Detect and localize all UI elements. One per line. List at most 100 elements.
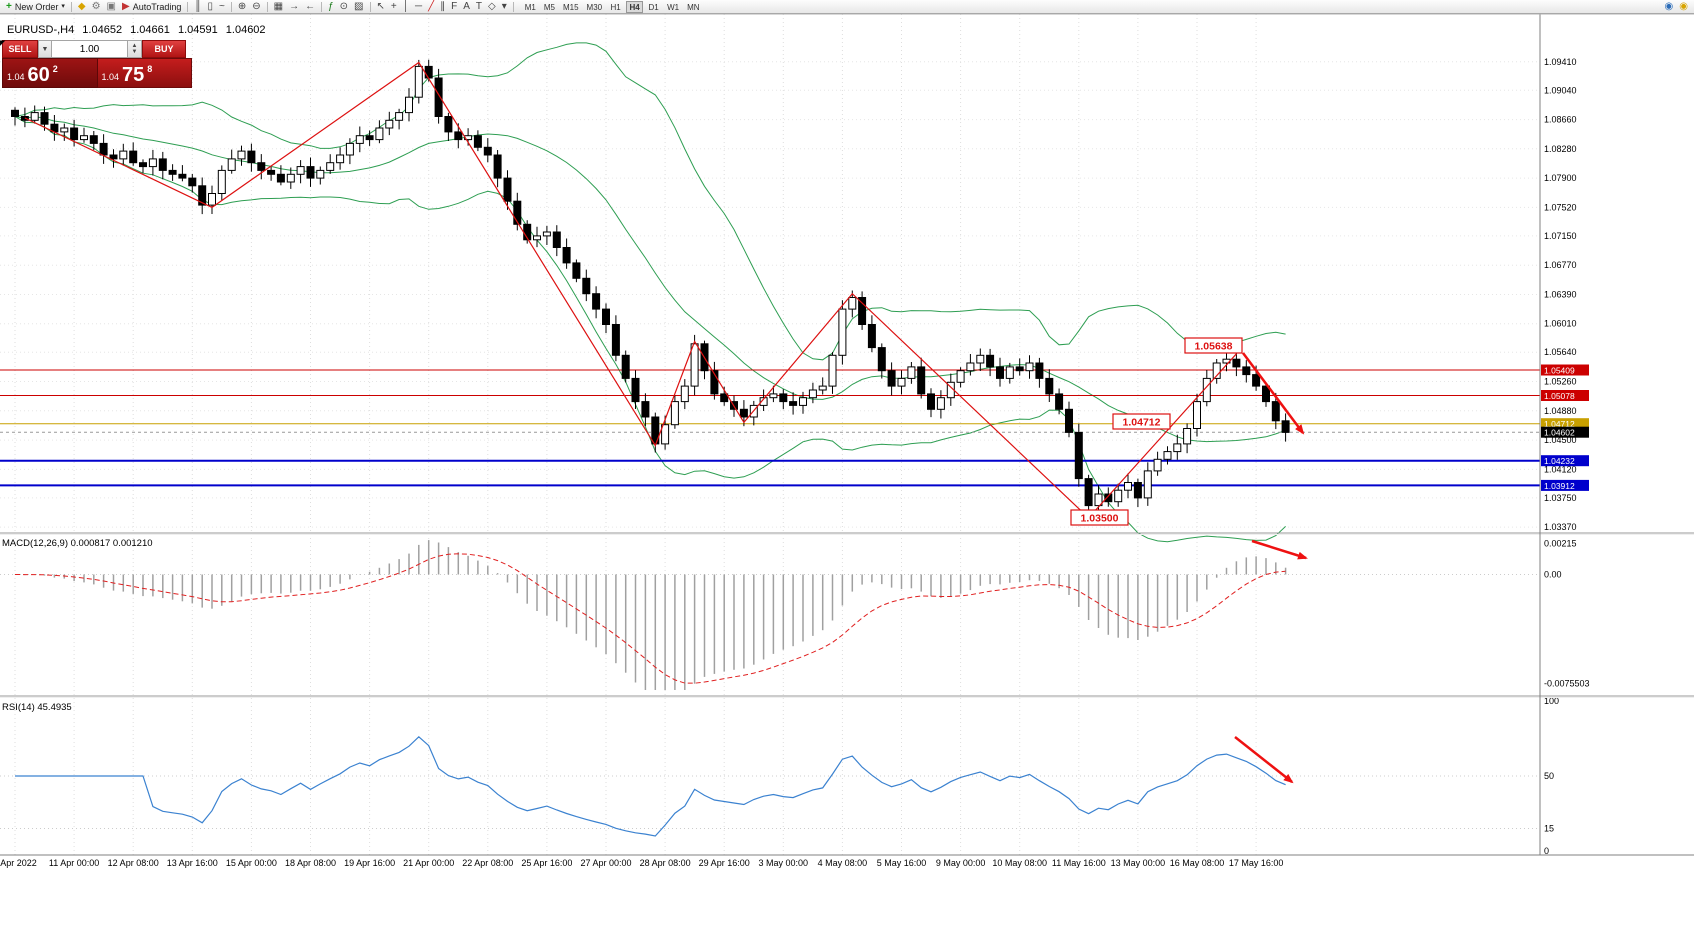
price-annotation[interactable]: 1.03500 <box>1070 509 1129 526</box>
text-icon-button[interactable]: A <box>460 0 473 13</box>
horizontal-level-lines[interactable] <box>0 369 1540 487</box>
metaeditor-icon-button[interactable]: ◆ <box>75 0 89 13</box>
price-axis-label: 1.07520 <box>1544 202 1577 212</box>
time-axis-label: 21 Apr 00:00 <box>403 858 454 868</box>
templates-icon-button[interactable]: ▨ <box>351 0 366 13</box>
fibonacci-icon: F <box>451 0 458 12</box>
timeframe-m1-button[interactable]: M1 <box>524 2 536 12</box>
zoom-out-icon-button[interactable]: ⊖ <box>249 0 263 13</box>
price-annotation[interactable]: 1.05638 <box>1184 337 1243 354</box>
close-value: 1.04602 <box>225 24 266 36</box>
price-axis-label: 1.05260 <box>1544 377 1577 387</box>
price-axis-label: 1.06390 <box>1544 290 1577 300</box>
search-icon-button[interactable]: ◉ <box>1676 0 1691 13</box>
vertical-line-icon-button[interactable]: │ <box>400 0 412 13</box>
timeframe-m30-button[interactable]: M30 <box>586 2 603 12</box>
auto-scroll-icon-button[interactable]: → <box>286 0 302 13</box>
channel-icon-button[interactable]: ∥ <box>437 0 448 13</box>
time-axis-label: 13 May 00:00 <box>1111 858 1166 868</box>
price-annotation[interactable]: 1.04712 <box>1112 413 1171 430</box>
axis-price-badge: 1.04602 <box>1541 426 1589 438</box>
drawn-arrows[interactable] <box>1234 352 1308 784</box>
axis-price-badge: 1.05078 <box>1541 390 1589 401</box>
options-icon: ⚙ <box>91 0 101 12</box>
time-axis-label: 22 Apr 08:00 <box>462 858 513 868</box>
candlestick-chart-icon-button[interactable]: ▯ <box>205 0 217 13</box>
svg-text:1.03500: 1.03500 <box>1081 513 1119 525</box>
cursor-icon: ↖ <box>376 0 385 12</box>
volume-stepper[interactable]: ▲ ▼ <box>128 40 142 58</box>
crosshair-icon-button[interactable]: + <box>388 0 400 13</box>
toolbar-separator <box>187 1 189 12</box>
sell-price-tile[interactable]: 1.04 60 2 <box>2 58 98 88</box>
price-axis-label: 1.08280 <box>1544 144 1577 154</box>
timeframe-m5-button[interactable]: M5 <box>543 2 555 12</box>
time-axis-label: 12 Apr 08:00 <box>108 858 159 868</box>
bollinger-lower-band <box>14 116 1286 543</box>
svg-text:1.04232: 1.04232 <box>1544 456 1575 466</box>
label-icon: T <box>475 0 482 12</box>
time-axis-label: 9 May 00:00 <box>936 858 986 868</box>
new-order-button[interactable]: + New Order ▾ <box>3 0 68 13</box>
new-order-label: New Order <box>14 1 59 12</box>
time-axis-label: 10 May 08:00 <box>992 858 1047 868</box>
search-icon: ◉ <box>1679 0 1688 12</box>
toolbar-separator <box>266 1 268 12</box>
options-icon-button[interactable]: ⚙ <box>89 0 104 13</box>
zoom-in-icon-button[interactable]: ⊕ <box>235 0 249 13</box>
timeframe-h4-button[interactable]: H4 <box>626 0 644 13</box>
toolbar-separator <box>321 1 323 12</box>
buy-button[interactable]: BUY <box>142 40 186 58</box>
high-value: 1.04661 <box>130 24 170 36</box>
toolbar-separator <box>369 1 371 12</box>
price-axis-label: 1.06770 <box>1544 260 1577 270</box>
autotrading-button[interactable]: ▶ AutoTrading <box>119 0 184 13</box>
indicators-icon-button[interactable]: ƒ <box>325 0 337 13</box>
price-axis-label: 1.04500 <box>1544 435 1577 445</box>
price-axis-label: 1.09040 <box>1544 85 1577 95</box>
fullscreen-icon-button[interactable]: ▣ <box>104 0 119 13</box>
timeframe-mn-button[interactable]: MN <box>687 2 700 12</box>
buy-price-tile[interactable]: 1.04 75 8 <box>97 58 192 88</box>
rsi-axis-label: 0 <box>1544 846 1549 856</box>
volume-dropdown[interactable]: ▼ <box>38 40 52 58</box>
label-icon-button[interactable]: T <box>473 0 485 13</box>
candles <box>11 59 1290 515</box>
volume-input[interactable] <box>52 40 128 58</box>
arrows-dropdown-icon-button[interactable]: ▾ <box>499 0 510 13</box>
trendline-icon-button[interactable]: ╱ <box>425 0 437 13</box>
periods-icon-button[interactable]: ⊙ <box>337 0 351 13</box>
timeframe-m15-button[interactable]: M15 <box>562 2 579 12</box>
chart-shift-icon: ← <box>305 0 316 12</box>
stepper-up-icon: ▲ <box>131 43 138 49</box>
chart-shift-icon-button[interactable]: ← <box>302 0 318 13</box>
price-axis-label: 1.06010 <box>1544 319 1577 329</box>
red-arrow <box>1242 352 1305 435</box>
macd-axis-label: 0.00215 <box>1544 539 1577 549</box>
rsi-axis-label: 100 <box>1544 696 1559 706</box>
tile-windows-icon-button[interactable]: ▦ <box>271 0 286 13</box>
auto-scroll-icon: → <box>289 0 300 12</box>
collapse-quote-panel-button[interactable]: ◤ <box>0 40 6 47</box>
price-axis-label: 1.03750 <box>1544 493 1577 503</box>
sell-button[interactable]: SELL <box>2 40 38 58</box>
grid <box>0 14 1540 855</box>
bar-chart-icon: ║ <box>194 0 202 12</box>
timeframe-w1-button[interactable]: W1 <box>667 2 680 12</box>
shapes-icon-button[interactable]: ◇ <box>485 0 499 13</box>
bar-chart-icon-button[interactable]: ║ <box>191 0 204 13</box>
trendline-zigzag[interactable] <box>24 61 1237 519</box>
fibonacci-icon-button[interactable]: F <box>448 0 460 13</box>
horizontal-line-icon-button[interactable]: ─ <box>412 0 425 13</box>
cursor-icon-button[interactable]: ↖ <box>374 0 388 13</box>
time-axis-label: 16 May 08:00 <box>1170 858 1225 868</box>
community-icon-button[interactable]: ◉ <box>1662 0 1677 13</box>
line-chart-icon-button[interactable]: ~ <box>216 0 228 13</box>
fullscreen-icon: ▣ <box>106 0 116 12</box>
timeframe-d1-button[interactable]: D1 <box>648 2 659 12</box>
time-axis-label: 11 Apr 00:00 <box>49 858 99 868</box>
templates-icon: ▨ <box>354 0 364 12</box>
one-click-trading-panel: SELL ▼ ▲▼ BUY 1.04 60 2 1.04 75 8 <box>2 40 192 88</box>
timeframe-h1-button[interactable]: H1 <box>610 2 621 12</box>
